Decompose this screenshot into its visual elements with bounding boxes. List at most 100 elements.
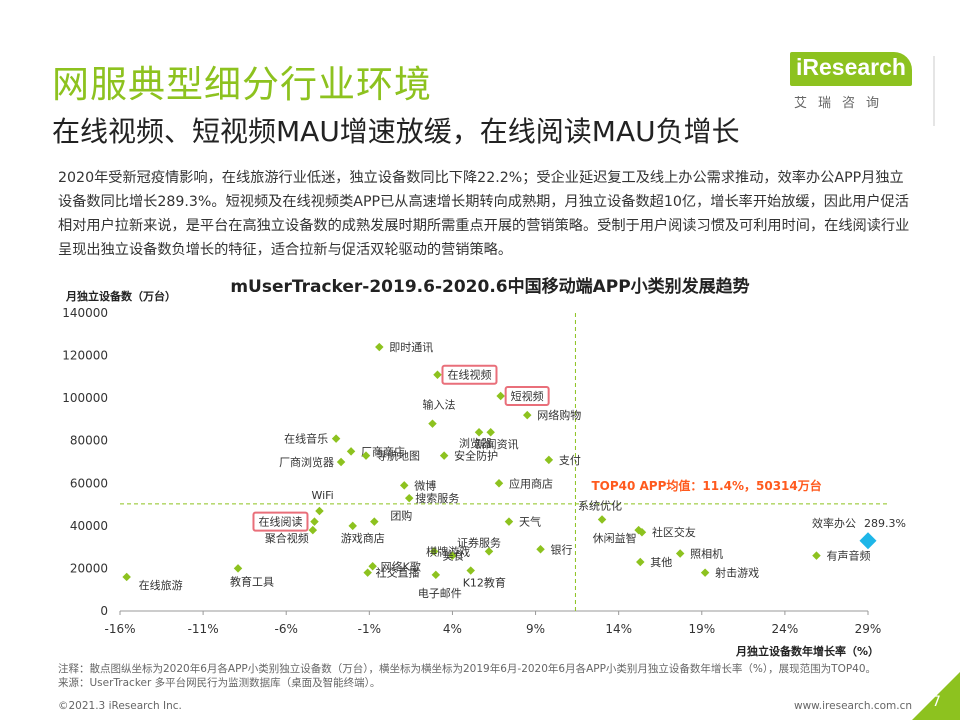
page-number: 7 (932, 694, 941, 710)
data-point (448, 551, 457, 560)
data-point-label: 在线音乐 (284, 432, 328, 446)
data-point-label: 社区交友 (652, 525, 696, 539)
data-point-label: 教育工具 (230, 574, 274, 588)
data-point (399, 481, 409, 490)
y-tick-label: 80000 (70, 434, 108, 448)
data-point (474, 427, 484, 437)
data-point-label: 社交直播 (376, 566, 420, 580)
data-point-label: 游戏商店 (341, 531, 385, 545)
data-point-label: 射击游戏 (715, 566, 759, 580)
data-point (496, 391, 505, 401)
data-point-label: 美食 (442, 549, 464, 563)
data-point (429, 547, 439, 556)
data-point (536, 545, 545, 554)
copyright: ©2021.3 iResearch Inc. (58, 700, 182, 712)
data-point-label: 厂商浏览器 (279, 455, 334, 469)
logo-badge (790, 52, 912, 86)
data-point-highlight (859, 532, 877, 550)
footnote: 注释：散点图纵坐标为2020年6月各APP小类别独立设备数（万台），横坐标为横坐… (58, 662, 876, 690)
data-point-label: 棋牌游戏 (426, 544, 470, 558)
data-point-label: 照相机 (690, 547, 723, 561)
data-point (544, 455, 554, 465)
data-point (486, 427, 495, 437)
x-axis-label: 月独立设备数年增长率（%） (736, 645, 880, 658)
data-point (494, 479, 504, 488)
x-tick-label: 19% (688, 622, 715, 636)
highlight-box (504, 386, 550, 407)
data-point-label: 网络K歌 (381, 559, 421, 573)
data-point (315, 506, 324, 516)
data-point (428, 419, 437, 428)
data-point-value-label: 289.3% (864, 517, 906, 530)
data-point (597, 515, 607, 524)
data-point (363, 568, 372, 577)
y-tick-label: 120000 (62, 349, 108, 363)
y-tick-label: 0 (100, 604, 108, 618)
data-point (636, 557, 645, 567)
data-point-label: 网络购物 (537, 408, 581, 422)
average-label: TOP40 APP均值：11.4%，50314万台 (591, 478, 821, 493)
footnote-source: 来源：UserTracker 多平台网民行为监测数据库（桌面及智能终端）。 (58, 677, 381, 689)
y-tick-label: 140000 (62, 306, 108, 320)
data-point-label: 安全防护 (454, 449, 498, 463)
x-tick-label: 14% (605, 622, 632, 636)
data-point-label: 银行 (551, 542, 573, 556)
data-point-label: 有声音频 (826, 549, 870, 563)
data-point-label: 导航地图 (376, 449, 420, 463)
data-point-label: 休闲益智 (593, 531, 637, 545)
data-point-label: 在线视频 (447, 368, 491, 382)
data-point-label: 即时通讯 (389, 341, 433, 354)
data-point-label: K12教育 (463, 576, 506, 590)
data-point (634, 525, 643, 535)
data-point-label: 团购 (390, 509, 412, 523)
data-point-label: 电子邮件 (418, 587, 462, 600)
highlight-box (252, 511, 309, 532)
data-point (370, 517, 379, 526)
logo-name: iResearch (796, 54, 906, 80)
data-point (346, 447, 356, 456)
data-point (504, 517, 514, 526)
data-point (404, 493, 414, 503)
data-point (439, 451, 449, 460)
data-point (466, 566, 475, 575)
x-tick-label: 4% (443, 622, 462, 636)
data-point-label: 在线阅读 (258, 515, 302, 529)
website-link[interactable]: www.iresearch.com.cn (794, 700, 913, 712)
data-point-label: 证券服务 (457, 535, 501, 549)
data-point (368, 562, 377, 571)
data-point-label: 在线旅游 (139, 578, 183, 592)
data-point (361, 451, 371, 460)
data-point-label: 厂商商店 (361, 444, 405, 458)
x-tick-label: 24% (772, 622, 799, 636)
data-point (431, 570, 441, 580)
data-point-label: 微博 (414, 478, 436, 492)
y-tick-label: 20000 (70, 561, 108, 575)
data-point (812, 551, 821, 560)
y-tick-label: 40000 (70, 519, 108, 533)
header-divider (933, 56, 935, 126)
data-point-label: 搜索服务 (415, 491, 459, 505)
data-point (122, 572, 131, 582)
data-point (375, 342, 384, 352)
page-subtitle: 在线视频、短视频MAU增速放缓，在线阅读MAU负增长 (52, 115, 740, 148)
y-tick-label: 100000 (62, 391, 108, 405)
data-point (484, 547, 494, 556)
data-point-label: 支付 (559, 454, 581, 467)
x-tick-label: 9% (526, 622, 545, 636)
data-point-label: 系统优化 (578, 498, 622, 512)
data-point-label: 天气 (519, 515, 541, 529)
data-point-label: 效率办公 (812, 516, 856, 530)
summary-paragraph: 2020年受新冠疫情影响，在线旅游行业低迷，独立设备数同比下降22.2%；受企业… (58, 170, 910, 258)
data-point-label: 聚合视频 (265, 531, 309, 545)
x-tick-label: -11% (188, 622, 219, 636)
data-point (433, 370, 442, 379)
data-point-label: 应用商店 (509, 476, 553, 490)
logo-subtitle: 艾瑞咨询 (794, 96, 891, 111)
x-tick-label: -1% (358, 622, 381, 636)
data-point-label: 输入法 (422, 398, 455, 412)
data-point (700, 568, 710, 577)
highlight-box (441, 364, 498, 385)
x-tick-label: -6% (275, 622, 298, 636)
y-tick-label: 60000 (70, 476, 108, 490)
data-point-label: 浏览器 (459, 436, 492, 450)
